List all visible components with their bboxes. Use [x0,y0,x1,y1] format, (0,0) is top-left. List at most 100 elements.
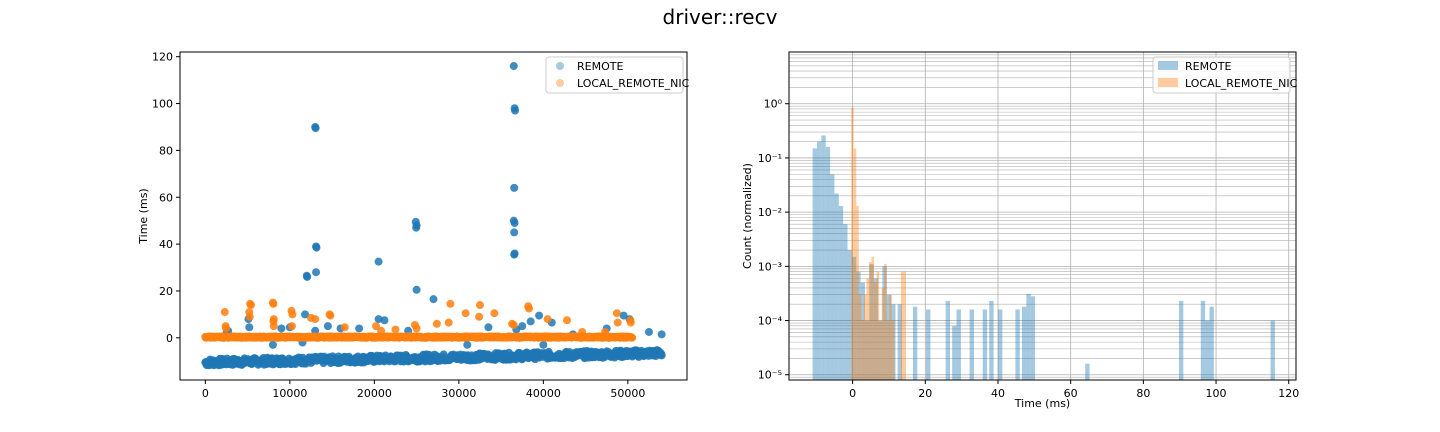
histogram-bar [882,266,887,380]
scatter-point [312,268,321,277]
histogram-bar [851,256,857,380]
scatter-point [612,309,621,318]
scatter-point [269,299,278,308]
scatter-point [526,317,535,326]
scatter-point [372,322,381,331]
y-tick-label: 80 [159,144,173,157]
histogram-bar [838,205,844,380]
x-tick-label: 40 [991,387,1005,400]
histogram-bar [891,320,895,380]
scatter-point [288,310,297,319]
histogram-bar [891,304,896,380]
legend-box [545,56,684,94]
plot-area [201,62,666,370]
scatter-point [539,340,548,349]
scatter-point [543,315,552,324]
legend: REMOTE LOCAL_REMOTE_NIC [545,56,690,94]
histogram-bar [881,287,885,380]
histogram-bar [851,107,854,380]
scatter-point [245,323,254,332]
histogram-bar [879,320,882,380]
x-tick-label: 120 [1278,387,1299,400]
histogram-bar [956,309,961,380]
scatter-point [628,333,637,342]
histogram-bar [866,278,869,380]
legend-label: LOCAL_REMOTE_NIC [577,77,690,90]
scatter-point [510,219,519,228]
series-remote [201,62,666,370]
histogram-bar [873,278,879,380]
scatter-point [323,322,332,331]
y-tick-label: 40 [159,238,173,251]
scatter-point [619,311,628,320]
scatter-point [446,299,455,308]
grid [789,51,1296,381]
histogram-bar [868,262,872,380]
histogram-bar [903,271,907,380]
scatter-point [601,327,610,336]
x-tick-label: 60 [1064,387,1078,400]
scatter-point [303,272,312,281]
histogram-bar [926,309,931,380]
scatter-point [511,106,520,115]
histogram-bar [997,309,1003,380]
scatter-point [374,315,383,324]
scatter-point [510,228,519,237]
y-tick-label: 10⁻⁴ [758,315,783,328]
histogram-bar [821,135,826,380]
scatter-point [412,324,421,333]
histogram-bar [834,193,839,380]
histogram-bar [869,264,874,380]
scatter-point [432,319,441,328]
y-axis-label: Time (ms) [137,188,150,244]
histogram-bar [897,304,903,380]
histogram-bar [1030,296,1036,380]
scatter-panel: 0 10000 20000 30000 40000 50000 0 20 40 60 80 100 12… [137,51,690,400]
scatter-point [657,330,666,339]
scatter-point [475,301,484,310]
histogram-bar [886,320,890,380]
histogram-bar [825,146,831,380]
x-tick-label: 20 [918,387,932,400]
scatter-point [509,62,518,71]
histogram-bar [871,256,875,380]
histogram-bar [1270,320,1275,380]
x-tick-label: 20000 [357,387,392,400]
scatter-point [374,257,383,266]
legend-marker [1158,61,1178,70]
histogram-bar [874,282,877,380]
histogram-bar [1085,363,1090,380]
histogram-bar [861,320,864,380]
scatter-point [245,312,254,321]
legend: REMOTE LOCAL_REMOTE_NIC [1152,56,1298,94]
plot-area [812,107,1275,380]
histogram-bar [876,271,880,380]
histogram-bar [863,294,867,380]
x-axis-label: Time (ms) [1014,397,1070,410]
histogram-bar [1178,300,1184,380]
y-tick-label: 10⁰ [764,98,783,111]
scatter-point [380,316,389,325]
scatter-point [626,318,635,327]
histogram-bar [858,294,862,380]
histogram-bar [900,271,904,380]
y-axis-label: Count (normalized) [741,163,754,269]
scatter-point [312,243,321,252]
histogram-bar [1015,309,1020,380]
histogram-bar [969,309,974,380]
histogram-bar [847,250,852,380]
y-tick-label: 60 [159,191,173,204]
scatter-point [563,316,572,325]
series-local-remote-nic [851,107,907,380]
y-tick-label: 20 [159,285,173,298]
scatter-point [657,351,666,360]
scatter-point [222,324,231,333]
histogram-panel: 0 20 40 60 80 100 120 10⁻⁵ 10⁻⁴ 10⁻³ 10⁻² 10⁻¹ 10⁰ Ti… [741,51,1299,410]
x-tick-label: 50000 [610,387,645,400]
histogram-bar [843,224,848,380]
scatter-point [463,340,472,349]
scatter-point [509,320,518,329]
histogram-bar [912,306,918,380]
histogram-bar [1026,293,1031,380]
scatter-point [444,318,453,327]
